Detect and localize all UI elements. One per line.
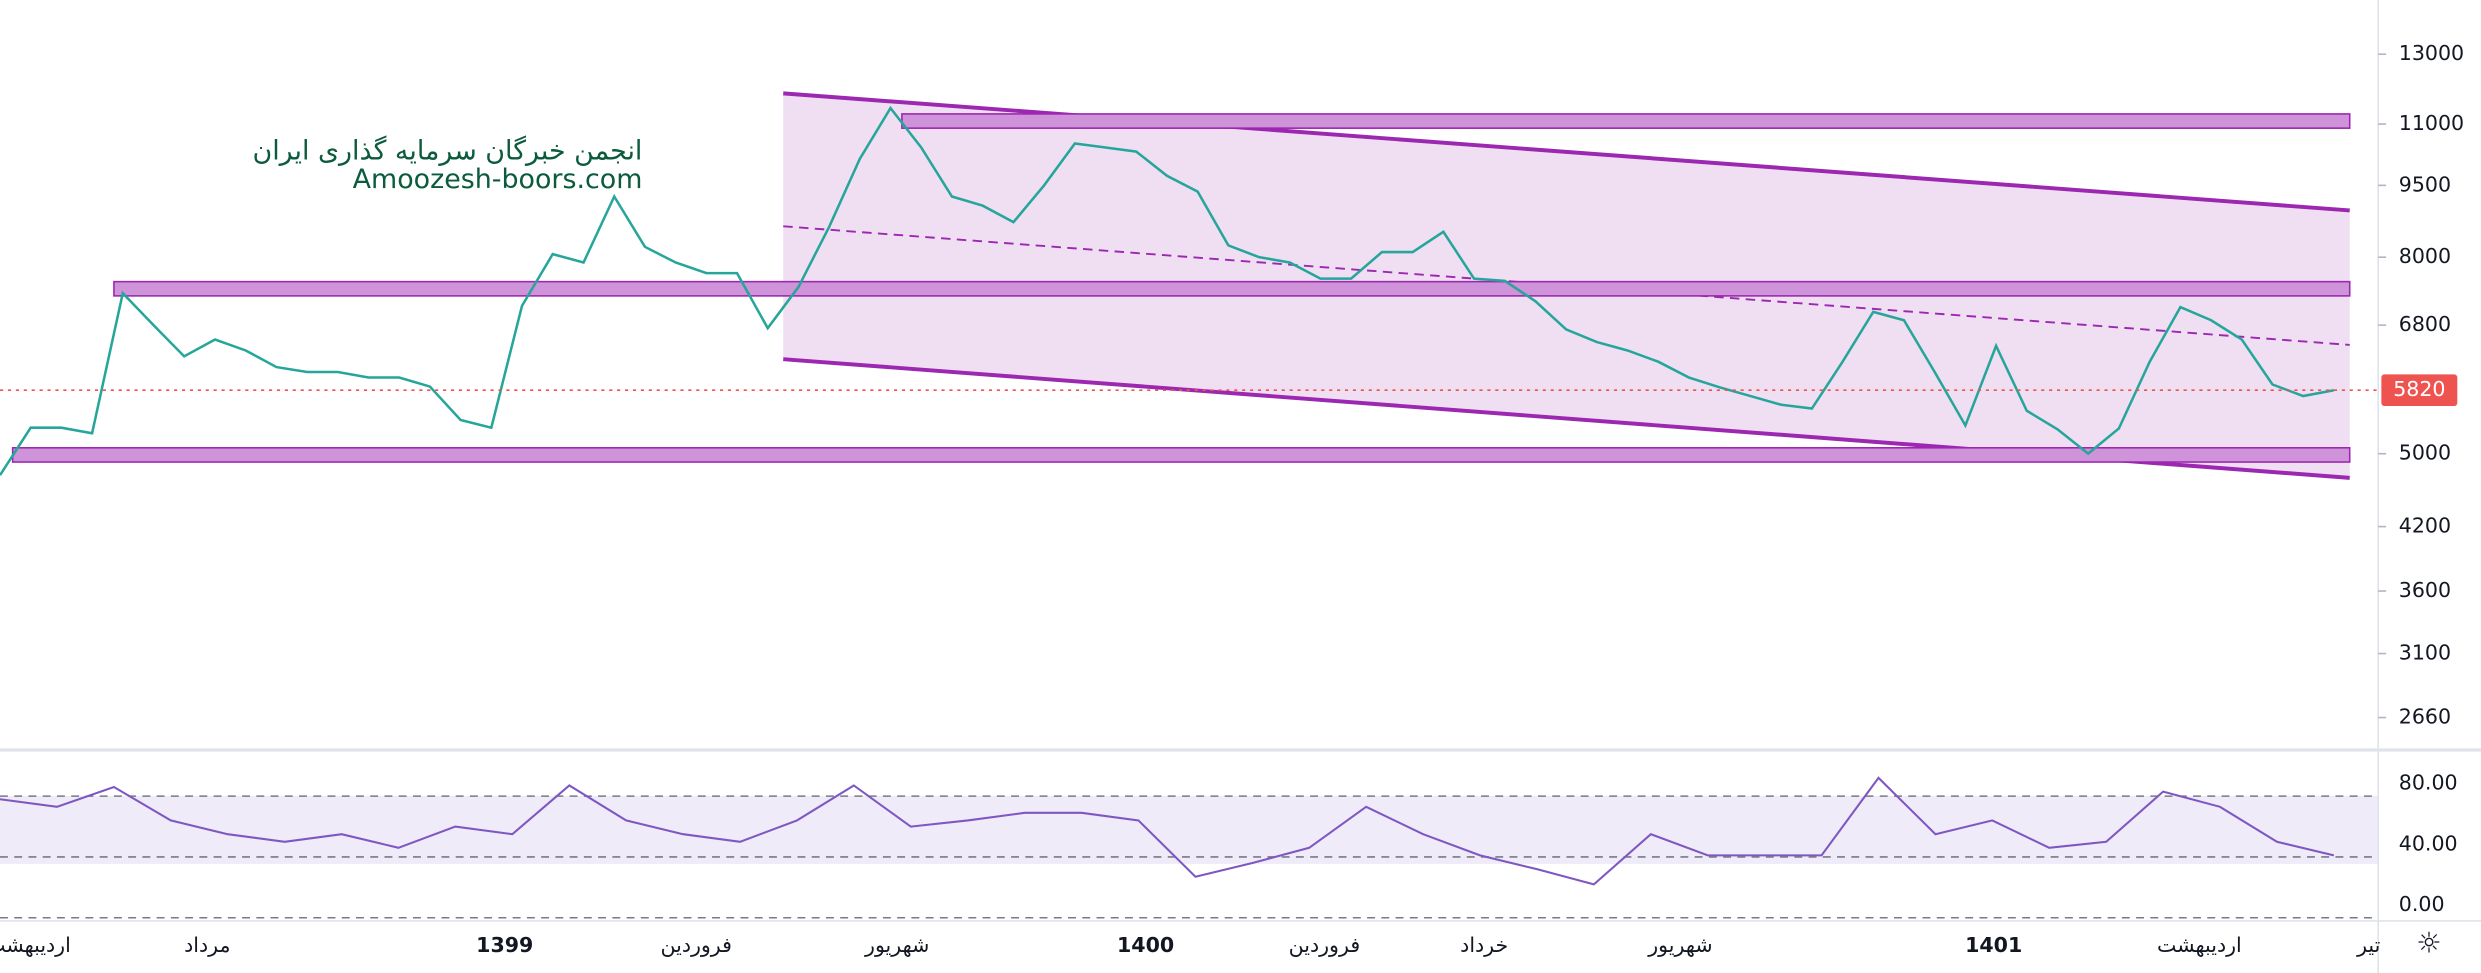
x-tick-label: 1401 bbox=[1965, 933, 2022, 957]
y-tick-label: 3600 bbox=[2399, 578, 2451, 602]
rsi-band bbox=[0, 795, 2379, 864]
x-tick-label: خرداد bbox=[1460, 933, 1508, 957]
x-tick-label: اردیبهشت bbox=[2157, 933, 2242, 957]
channel-mid bbox=[783, 225, 2350, 346]
x-tick-label: مرداد bbox=[184, 933, 230, 957]
y-tick-label: 6800 bbox=[2399, 312, 2451, 336]
x-tick-label: 1399 bbox=[476, 933, 533, 957]
last-price-box bbox=[2381, 374, 2458, 407]
watermark-title: انجمن خبرگان سرمایه گذاری ایران bbox=[252, 134, 642, 166]
zone bbox=[11, 446, 2351, 463]
price-line bbox=[0, 105, 2335, 476]
y-tick-label: 11000 bbox=[2399, 111, 2464, 135]
y-tick-label: 3100 bbox=[2399, 641, 2451, 665]
rsi-tick-label: 80.00 bbox=[2399, 770, 2458, 794]
y-tick-label: 9500 bbox=[2399, 172, 2451, 196]
watermark-site: Amoozesh-boors.com bbox=[353, 164, 643, 195]
channel-top bbox=[783, 91, 2350, 213]
rsi-tick-label: 0.00 bbox=[2399, 892, 2445, 916]
y-tick-label: 13000 bbox=[2399, 41, 2464, 65]
x-tick-label: 1400 bbox=[1117, 933, 1174, 957]
x-tick-label: فروردین bbox=[660, 933, 732, 957]
x-tick-label: فروردین bbox=[1289, 933, 1361, 957]
x-tick-label: تیر bbox=[2356, 933, 2380, 957]
y-tick-label: 8000 bbox=[2399, 244, 2451, 268]
y-tick-label: 5000 bbox=[2399, 441, 2451, 465]
x-tick-label: اردیبهشت bbox=[0, 933, 71, 957]
rsi-tick-label: 40.00 bbox=[2399, 831, 2458, 855]
x-tick-label: شهریور bbox=[864, 933, 929, 957]
rsi-line bbox=[0, 776, 2335, 886]
y-tick-label: 4200 bbox=[2399, 514, 2451, 538]
zone bbox=[901, 113, 2351, 129]
y-tick-label: 2660 bbox=[2399, 705, 2451, 729]
x-tick-label: شهریور bbox=[1647, 933, 1712, 957]
settings-icon[interactable]: ☼ bbox=[2416, 927, 2442, 960]
zone bbox=[113, 280, 2351, 297]
last-price-label: 5820 bbox=[2393, 377, 2445, 401]
